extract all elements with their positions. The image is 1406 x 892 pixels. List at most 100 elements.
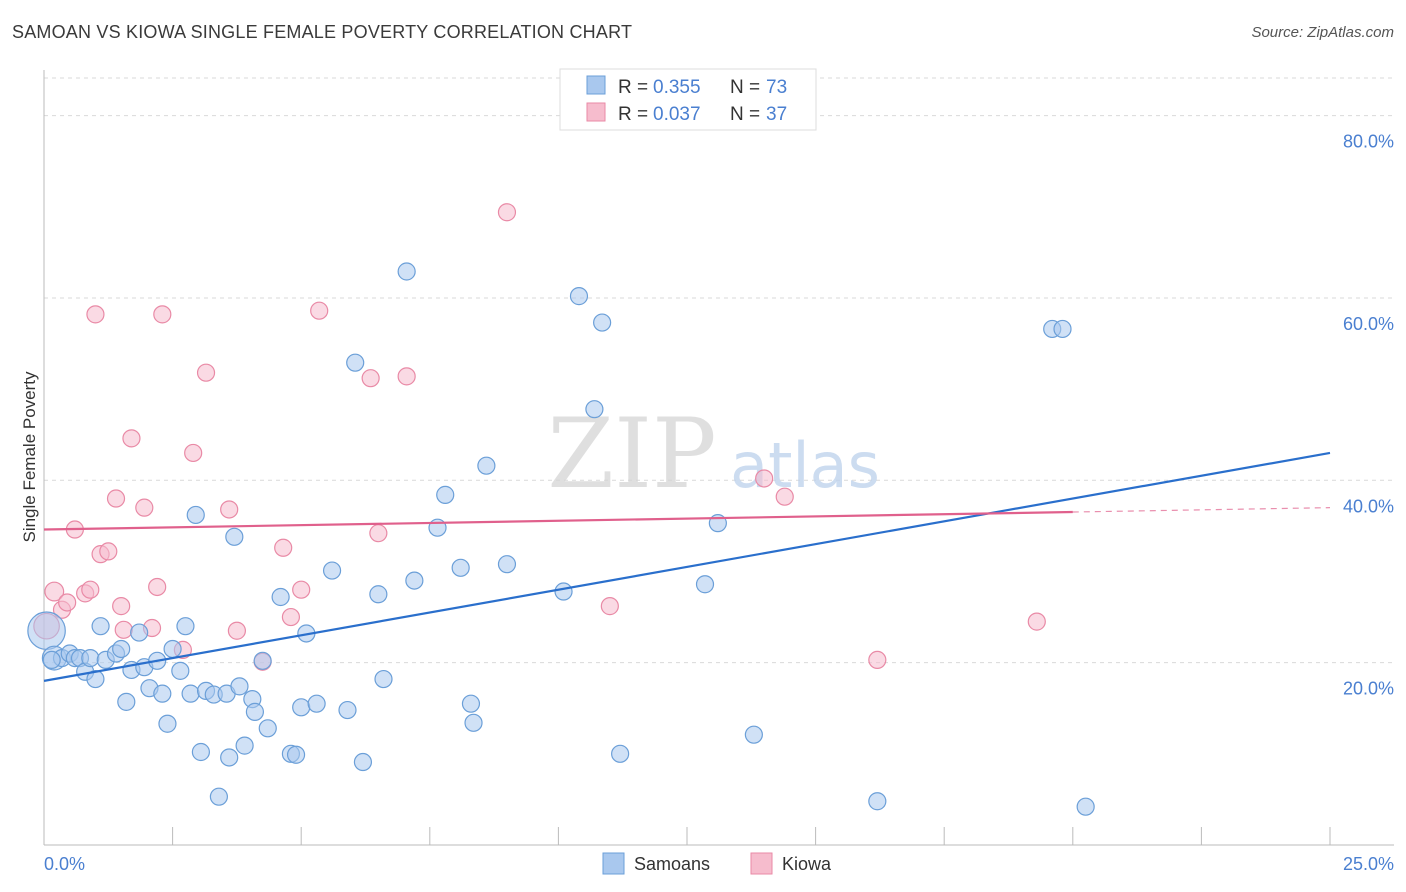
kiowa-point <box>44 581 65 602</box>
stats-r-label-kiowa: R = <box>618 104 648 125</box>
samoans-point <box>369 585 388 604</box>
samoans-point <box>1053 319 1072 339</box>
samoans-point <box>497 555 517 574</box>
source-credit: Source: ZipAtlas.com <box>1251 24 1394 41</box>
kiowa-point <box>369 524 388 543</box>
samoans-point <box>436 485 455 504</box>
samoans-point <box>405 571 424 590</box>
legend-label-samoans: Samoans <box>634 854 710 874</box>
legend-label-kiowa: Kiowa <box>782 854 832 874</box>
samoans-point <box>286 745 306 764</box>
kiowa-point <box>220 500 239 519</box>
samoans-point <box>81 648 100 668</box>
samoans-point <box>868 792 887 811</box>
kiowa-point <box>81 580 100 599</box>
kiowa-point <box>361 369 380 388</box>
kiowa-point <box>122 429 141 448</box>
samoans-point <box>191 742 210 762</box>
samoans-point <box>253 651 272 670</box>
samoans-point <box>554 582 573 601</box>
samoans-point <box>374 669 393 689</box>
samoans-point <box>307 694 326 713</box>
series-legend: Samoans Kiowa <box>602 852 832 875</box>
samoans-point <box>42 650 61 670</box>
kiowa-point <box>755 469 774 488</box>
kiowa-point <box>148 577 167 597</box>
samoans-point <box>569 287 589 306</box>
samoans-point <box>130 623 149 642</box>
kiowa-point <box>58 593 77 612</box>
legend-swatch-kiowa <box>750 852 773 875</box>
samoans-point <box>181 684 200 703</box>
stats-legend: R = 0.355 N = 73 R = 0.037 N = 37 <box>559 68 817 131</box>
samoans-point <box>338 700 357 720</box>
samoans-point <box>464 713 483 732</box>
samoans-point <box>112 639 131 659</box>
watermark-atlas: atlas <box>730 429 880 502</box>
samoans-point <box>461 694 481 713</box>
samoans-point <box>171 661 190 680</box>
kiowa-point <box>196 363 216 382</box>
stats-swatch-kiowa <box>586 102 606 122</box>
legend-swatch-samoans <box>602 852 625 875</box>
samoans-point <box>593 313 612 332</box>
watermark: ZIP atlas <box>547 398 880 510</box>
kiowa-point <box>292 580 311 599</box>
samoans-point <box>245 702 265 721</box>
series-samoans <box>27 262 1095 816</box>
stats-r-value-samoans: 0.355 <box>653 77 701 98</box>
kiowa-point <box>86 305 105 324</box>
samoans-point <box>744 725 763 744</box>
trend-line-kiowa <box>43 510 1073 531</box>
samoans-point <box>86 669 105 689</box>
samoans-point <box>186 505 205 525</box>
stats-n-label-kiowa: N = <box>730 104 760 125</box>
samoans-point <box>91 617 110 636</box>
samoans-point <box>695 575 715 594</box>
samoans-point <box>322 561 342 580</box>
kiowa-point <box>153 305 172 324</box>
series-kiowa <box>33 203 1046 671</box>
stats-n-value-samoans: 73 <box>766 77 787 98</box>
kiowa-point <box>114 620 133 639</box>
trend-layer <box>43 451 1331 682</box>
stats-r-value-kiowa: 0.037 <box>653 104 701 125</box>
samoans-point <box>27 611 66 651</box>
trend-line-samoans <box>43 451 1331 682</box>
samoans-point <box>397 262 416 281</box>
samoans-point <box>230 677 249 696</box>
kiowa-point <box>112 597 131 616</box>
kiowa-point <box>497 203 517 222</box>
samoans-point <box>225 527 244 546</box>
samoans-point <box>117 692 136 711</box>
kiowa-point <box>868 650 887 670</box>
stats-n-value-kiowa: 37 <box>766 104 787 125</box>
chart-title: SAMOAN VS KIOWA SINGLE FEMALE POVERTY CO… <box>12 22 633 42</box>
kiowa-point <box>227 621 246 640</box>
samoans-point <box>235 736 254 755</box>
kiowa-point <box>135 498 154 517</box>
stats-r-label-samoans: R = <box>618 77 648 98</box>
x-tick-label-min: 0.0% <box>44 854 85 874</box>
samoans-point <box>209 787 228 806</box>
samoans-point <box>451 558 470 577</box>
y-tick-label: 60.0% <box>1343 314 1394 334</box>
samoans-point <box>163 639 182 659</box>
samoans-point <box>271 587 290 607</box>
samoans-point <box>585 400 604 419</box>
samoans-point <box>220 748 239 767</box>
axes-layer: 20.0% 40.0% 60.0% 80.0% <box>43 70 1394 846</box>
y-tick-label: 20.0% <box>1343 679 1394 699</box>
samoans-point <box>1076 797 1095 816</box>
kiowa-point <box>106 489 126 508</box>
stats-n-label-samoans: N = <box>730 77 760 98</box>
samoans-point <box>176 617 195 636</box>
watermark-zip: ZIP <box>547 398 716 510</box>
kiowa-point <box>274 538 293 557</box>
y-tick-label: 40.0% <box>1343 496 1394 516</box>
y-tick-label: 80.0% <box>1343 132 1394 152</box>
y-axis-label: Single Female Poverty <box>20 371 39 543</box>
samoans-point <box>353 752 373 772</box>
kiowa-point <box>184 443 203 463</box>
